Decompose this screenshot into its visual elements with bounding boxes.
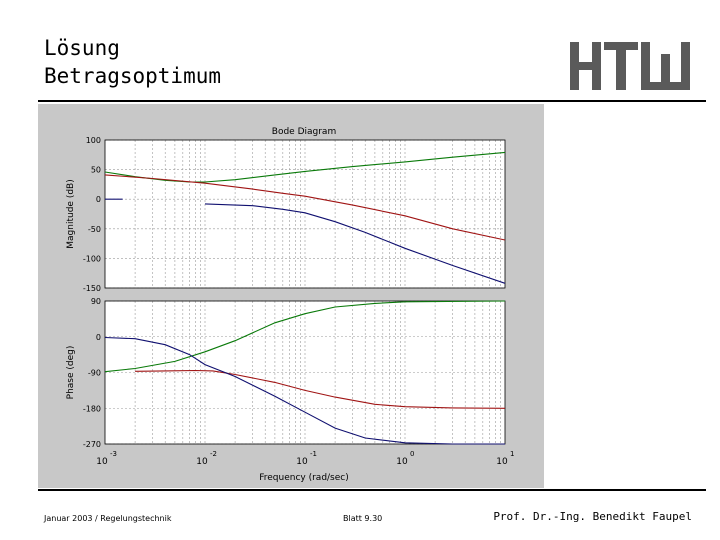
x-tick-exponent: -2 — [210, 450, 217, 458]
magnitude-y-tick-label: 50 — [91, 166, 101, 175]
magnitude-y-tick-label: -150 — [83, 284, 101, 293]
footer-page: Blatt 9.30 — [343, 514, 383, 523]
x-tick-exponent: -1 — [310, 450, 317, 458]
magnitude-y-axis-label: Magnitude (dB) — [66, 179, 76, 248]
phase-axes-frame — [104, 300, 506, 445]
phase-y-tick-label: 90 — [91, 297, 101, 306]
bode-diagram-figure: Bode Diagram Frequency (rad/sec) 100500-… — [38, 104, 544, 488]
x-tick-label: 10 — [296, 457, 308, 467]
magnitude-y-tick-label: 0 — [96, 195, 101, 204]
slide-title-line-1: Lösung — [44, 36, 120, 60]
slide-title: Lösung Betragsoptimum — [44, 34, 221, 90]
phase-y-tick-label: -180 — [83, 404, 101, 413]
x-tick-label: 10 — [396, 457, 408, 467]
phase-panel: 90 0 -90 -180 -270 Phase (deg) — [66, 297, 506, 449]
x-tick-exponent: 1 — [510, 450, 514, 458]
magnitude-y-tick-label: 100 — [86, 136, 101, 145]
magnitude-panel: 100 50 0 -50 -100 -150 Magnitude (dB) — [66, 136, 506, 293]
top-rule — [38, 100, 706, 102]
phase-series-3-line — [104, 336, 505, 445]
phase-y-tick-label: 0 — [96, 333, 101, 342]
phase-series-1-line — [104, 300, 506, 373]
bottom-rule — [38, 489, 706, 491]
footer-course: Januar 2003 / Regelungstechnik — [44, 514, 172, 523]
phase-y-tick-label: -90 — [88, 369, 101, 378]
phase-series-2-line — [135, 369, 506, 409]
slide-title-line-2: Betragsoptimum — [44, 64, 222, 88]
magnitude-y-tick-label: -50 — [88, 225, 101, 234]
x-tick-exponent: 0 — [410, 450, 414, 458]
phase-y-axis-label: Phase (deg) — [66, 346, 76, 400]
chart-title: Bode Diagram — [272, 127, 336, 137]
x-tick-label: 10 — [196, 457, 208, 467]
x-tick-label: 10 — [496, 457, 508, 467]
x-axis-label: Frequency (rad/sec) — [259, 473, 349, 483]
magnitude-y-tick-label: -100 — [83, 254, 101, 263]
magnitude-series-3-line — [204, 203, 506, 284]
magnitude-axes-frame — [104, 139, 506, 289]
magnitude-series-2-line — [104, 174, 506, 241]
htw-logo — [570, 42, 690, 90]
x-tick-label: 10 — [96, 457, 108, 467]
phase-y-tick-label: -270 — [83, 440, 101, 449]
footer-author: Prof. Dr.-Ing. Benedikt Faupel — [493, 510, 692, 523]
x-tick-exponent: -3 — [110, 450, 117, 458]
